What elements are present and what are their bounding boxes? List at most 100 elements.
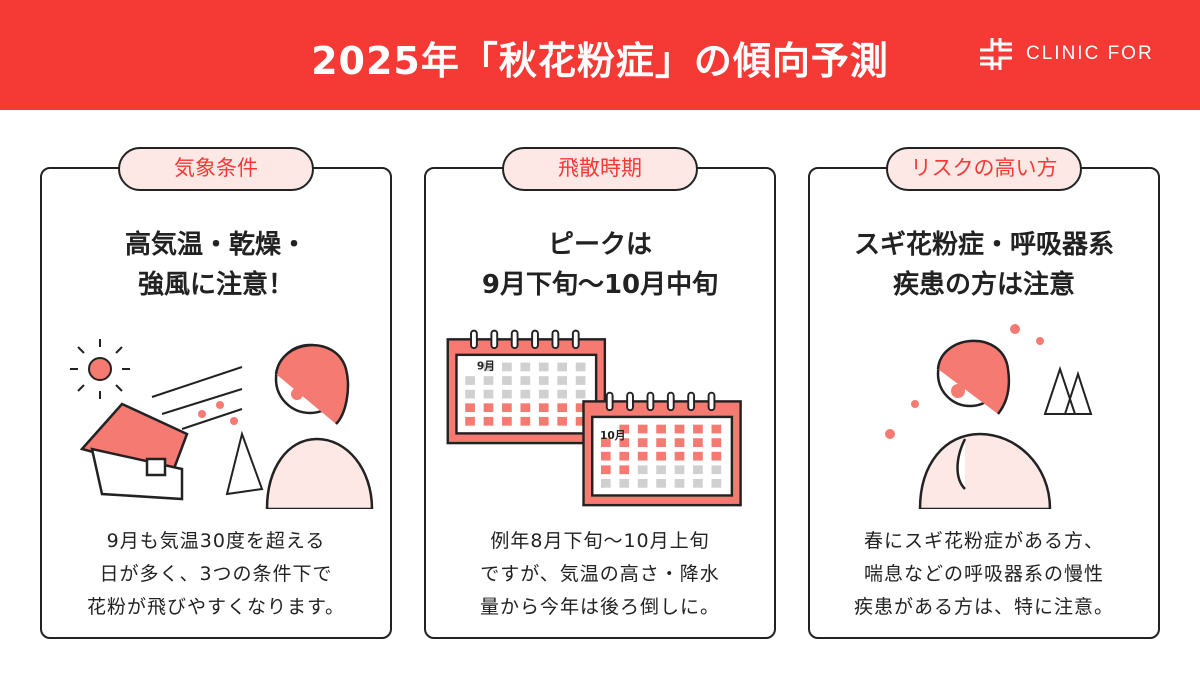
- calendar-day-cell: [600, 478, 611, 488]
- calendar-ring: [687, 391, 696, 412]
- tree-icon: [225, 430, 264, 496]
- calendar-day-cell: [557, 389, 568, 399]
- calendar-day-cell: [502, 403, 512, 413]
- calendar-ring: [626, 391, 634, 412]
- card-heading: 高気温・乾燥・ 強風に注意！: [124, 230, 307, 300]
- card-body-text: 9月も気温30度を超える 日が多く、3つの条件下で 花粉が飛びやすくなります。: [86, 530, 346, 618]
- calendar-day-cell: [656, 478, 666, 488]
- calendar-day-cell: [502, 362, 512, 372]
- calendar-day-cell: [674, 424, 685, 434]
- calendar-day-cell: [520, 362, 531, 372]
- card-heading: スギ花粉症・呼吸器系 疾患の方は注意: [853, 230, 1114, 300]
- page-title: 2025年「秋花粉症」の傾向予測: [311, 39, 889, 83]
- calendar-day-cell: [637, 424, 648, 434]
- woman-icon: [265, 343, 374, 509]
- calendar-day-cell: [483, 389, 494, 399]
- calendar-day-cell: [538, 376, 549, 385]
- calendar-day-cell: [465, 403, 475, 413]
- calendar-day-cell: [557, 416, 568, 426]
- sun-icon: [70, 339, 130, 399]
- calendar-day-cell: [711, 465, 722, 475]
- calendar-day-cell: [502, 416, 512, 426]
- calendar-ring: [707, 391, 716, 412]
- woman-wind-house-illustration: [70, 339, 374, 509]
- coughing-woman-illustration: [885, 324, 1093, 509]
- calendar-day-cell: [483, 362, 494, 372]
- calendar-ring: [531, 329, 539, 350]
- calendar-day-cell: [557, 376, 568, 385]
- calendar-day-cell: [557, 362, 568, 372]
- card-body-text: 例年8月下旬〜10月上旬 ですが、気温の高さ・降水 量から今年は後ろ倒しに。: [479, 530, 720, 618]
- calendar-day-cell: [600, 451, 611, 461]
- card-body-text: 春にスギ花粉症がある方、 喘息などの呼吸器系の慢性 疾患がある方は、特に注意。: [853, 530, 1114, 618]
- calendar-day-cell: [674, 438, 685, 447]
- calendar-day-cell: [600, 465, 611, 475]
- calendar-day-cell: [575, 416, 586, 426]
- calendar-day-cell: [656, 438, 666, 447]
- calendar-day-cell: [575, 362, 586, 372]
- card-weather-conditions: 気象条件 高気温・乾燥・ 強風に注意！ 9月も気温30度を超える 日が多く、3つ…: [40, 147, 392, 639]
- calendar-ring: [551, 329, 560, 350]
- card-heading: ピークは 9月下旬〜10月中旬: [481, 230, 719, 300]
- calendar-day-cell: [656, 465, 666, 475]
- clinic-for-logo: CLINIC FOR: [978, 36, 1154, 72]
- calendar-ring: [470, 329, 478, 350]
- pollen-icon: [885, 324, 1044, 439]
- calendar-day-cell: [619, 451, 630, 461]
- calendar-day-cell: [711, 424, 722, 434]
- calendar-day-cell: [575, 376, 586, 385]
- card-dispersal-period: 飛散時期 ピークは 9月下旬〜10月中旬 9月 10月 例年8月下旬〜10月上旬…: [424, 147, 776, 639]
- calendar-ring: [646, 391, 655, 412]
- calendar-month-label: 9月: [477, 359, 495, 372]
- calendar-day-cell: [637, 438, 648, 447]
- calendar-day-cell: [693, 424, 703, 434]
- calendar-illustration: 9月 10月: [446, 329, 742, 507]
- logo-text: CLINIC FOR: [1026, 43, 1154, 64]
- calendar-day-cell: [575, 389, 586, 399]
- calendar-day-cell: [483, 376, 494, 385]
- calendar-day-cell: [711, 451, 722, 461]
- calendar-day-cell: [711, 478, 722, 488]
- calendar-day-cell: [637, 478, 648, 488]
- calendar-day-cell: [520, 389, 531, 399]
- calendar-day-cell: [538, 416, 549, 426]
- calendar-day-cell: [483, 403, 494, 413]
- card-label: 気象条件: [118, 147, 314, 191]
- calendar-ring: [571, 329, 580, 350]
- calendar-day-cell: [520, 376, 531, 385]
- house-icon: [79, 402, 189, 501]
- calendar: [446, 329, 607, 445]
- calendar-day-cell: [575, 403, 586, 413]
- calendar-month-label: 10月: [600, 429, 626, 442]
- calendar-day-cell: [674, 451, 685, 461]
- calendar-ring: [490, 329, 499, 350]
- calendar-day-cell: [711, 438, 722, 447]
- calendar-day-cell: [619, 438, 630, 447]
- calendar-day-cell: [465, 376, 475, 385]
- calendar-day-cell: [538, 362, 549, 372]
- tree-icon: [1043, 365, 1093, 415]
- calendar-day-cell: [656, 424, 666, 434]
- calendar-day-cell: [693, 438, 703, 447]
- calendar-day-cell: [656, 451, 666, 461]
- wind-lines-icon: [151, 366, 243, 430]
- calendar: [582, 391, 742, 507]
- calendar-day-cell: [520, 416, 531, 426]
- calendar-day-cell: [693, 478, 703, 488]
- calendar-day-cell: [674, 465, 685, 475]
- calendar-day-cell: [483, 416, 494, 426]
- calendar-day-cell: [538, 403, 549, 413]
- calendar-day-cell: [502, 376, 512, 385]
- calendar-day-cell: [693, 451, 703, 461]
- card-label: 飛散時期: [502, 147, 698, 191]
- calendar-ring: [605, 391, 614, 412]
- calendar-day-cell: [538, 389, 549, 399]
- pollen-icon: [198, 401, 238, 425]
- clinic-cross-icon: [980, 38, 1012, 70]
- calendar-day-cell: [619, 465, 630, 475]
- calendar-ring: [510, 329, 519, 350]
- calendar-day-cell: [637, 451, 648, 461]
- calendar-day-cell: [619, 478, 630, 488]
- card-high-risk: リスクの高い方 スギ花粉症・呼吸器系 疾患の方は注意 春にスギ花粉症がある方、 …: [808, 147, 1160, 639]
- calendar-day-cell: [600, 438, 611, 447]
